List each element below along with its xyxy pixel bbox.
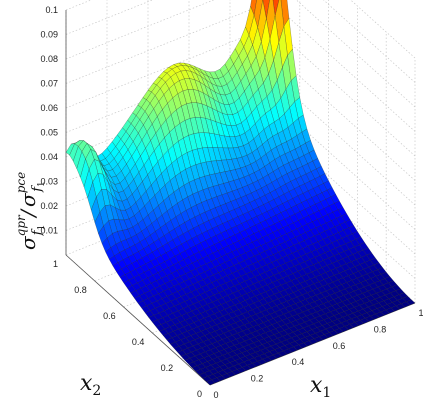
z-tick-label: 0.06 (40, 103, 58, 113)
x1-axis-label: x1 (310, 373, 331, 401)
surface-mesh (65, 0, 416, 386)
z-gridline-side (323, 0, 416, 83)
z-tick-label: 0.07 (40, 79, 58, 89)
x2-tick-label: 0 (197, 389, 202, 399)
x1-tick-label: 0.4 (292, 357, 305, 367)
surface-facet (206, 379, 216, 386)
x2-axis-line (65, 254, 211, 386)
z-gridline-back (65, 0, 154, 35)
x2-tick-label: 0.2 (161, 363, 174, 373)
z-tick-label: 0.05 (40, 128, 58, 138)
x1-tick-label: 0.8 (374, 324, 387, 334)
x2-tick-label: 0.4 (132, 337, 145, 347)
x1-tick-label: 1 (418, 308, 423, 318)
z-gridline-side (270, 25, 416, 157)
z-tick-label: 0.02 (40, 201, 58, 211)
z-gridline-back (65, 0, 92, 11)
z-tick-label: 0.08 (40, 54, 58, 64)
x1-tick-label: 0.2 (251, 374, 264, 384)
z-tick-label: 0.09 (40, 30, 58, 40)
z-tick-label: 0.1 (45, 5, 58, 15)
z-tick-label: 0.03 (40, 177, 58, 187)
z-axis-label: σqpr f1/σpce f1 (14, 172, 47, 250)
tick-labels: 0.01 0.02 0.03 0.04 0.05 0.06 0.07 0.08 0.09 0.1 0… (40, 5, 423, 400)
z-tick-label: 0.04 (40, 152, 58, 162)
z-gridline-side (270, 1, 416, 132)
x1-tick-label: 0 (213, 390, 218, 400)
z-gridline-side (350, 0, 416, 59)
z-gridline-side (295, 0, 416, 108)
z-tick-label: 0.01 (40, 226, 58, 236)
x2-axis-label: x2 (80, 371, 101, 399)
x2-tick-label: 1 (53, 259, 58, 269)
x2-tick-label: 0.6 (103, 311, 116, 321)
x1-tick-label: 0.6 (333, 341, 346, 351)
x2-tick-label: 0.8 (74, 285, 87, 295)
